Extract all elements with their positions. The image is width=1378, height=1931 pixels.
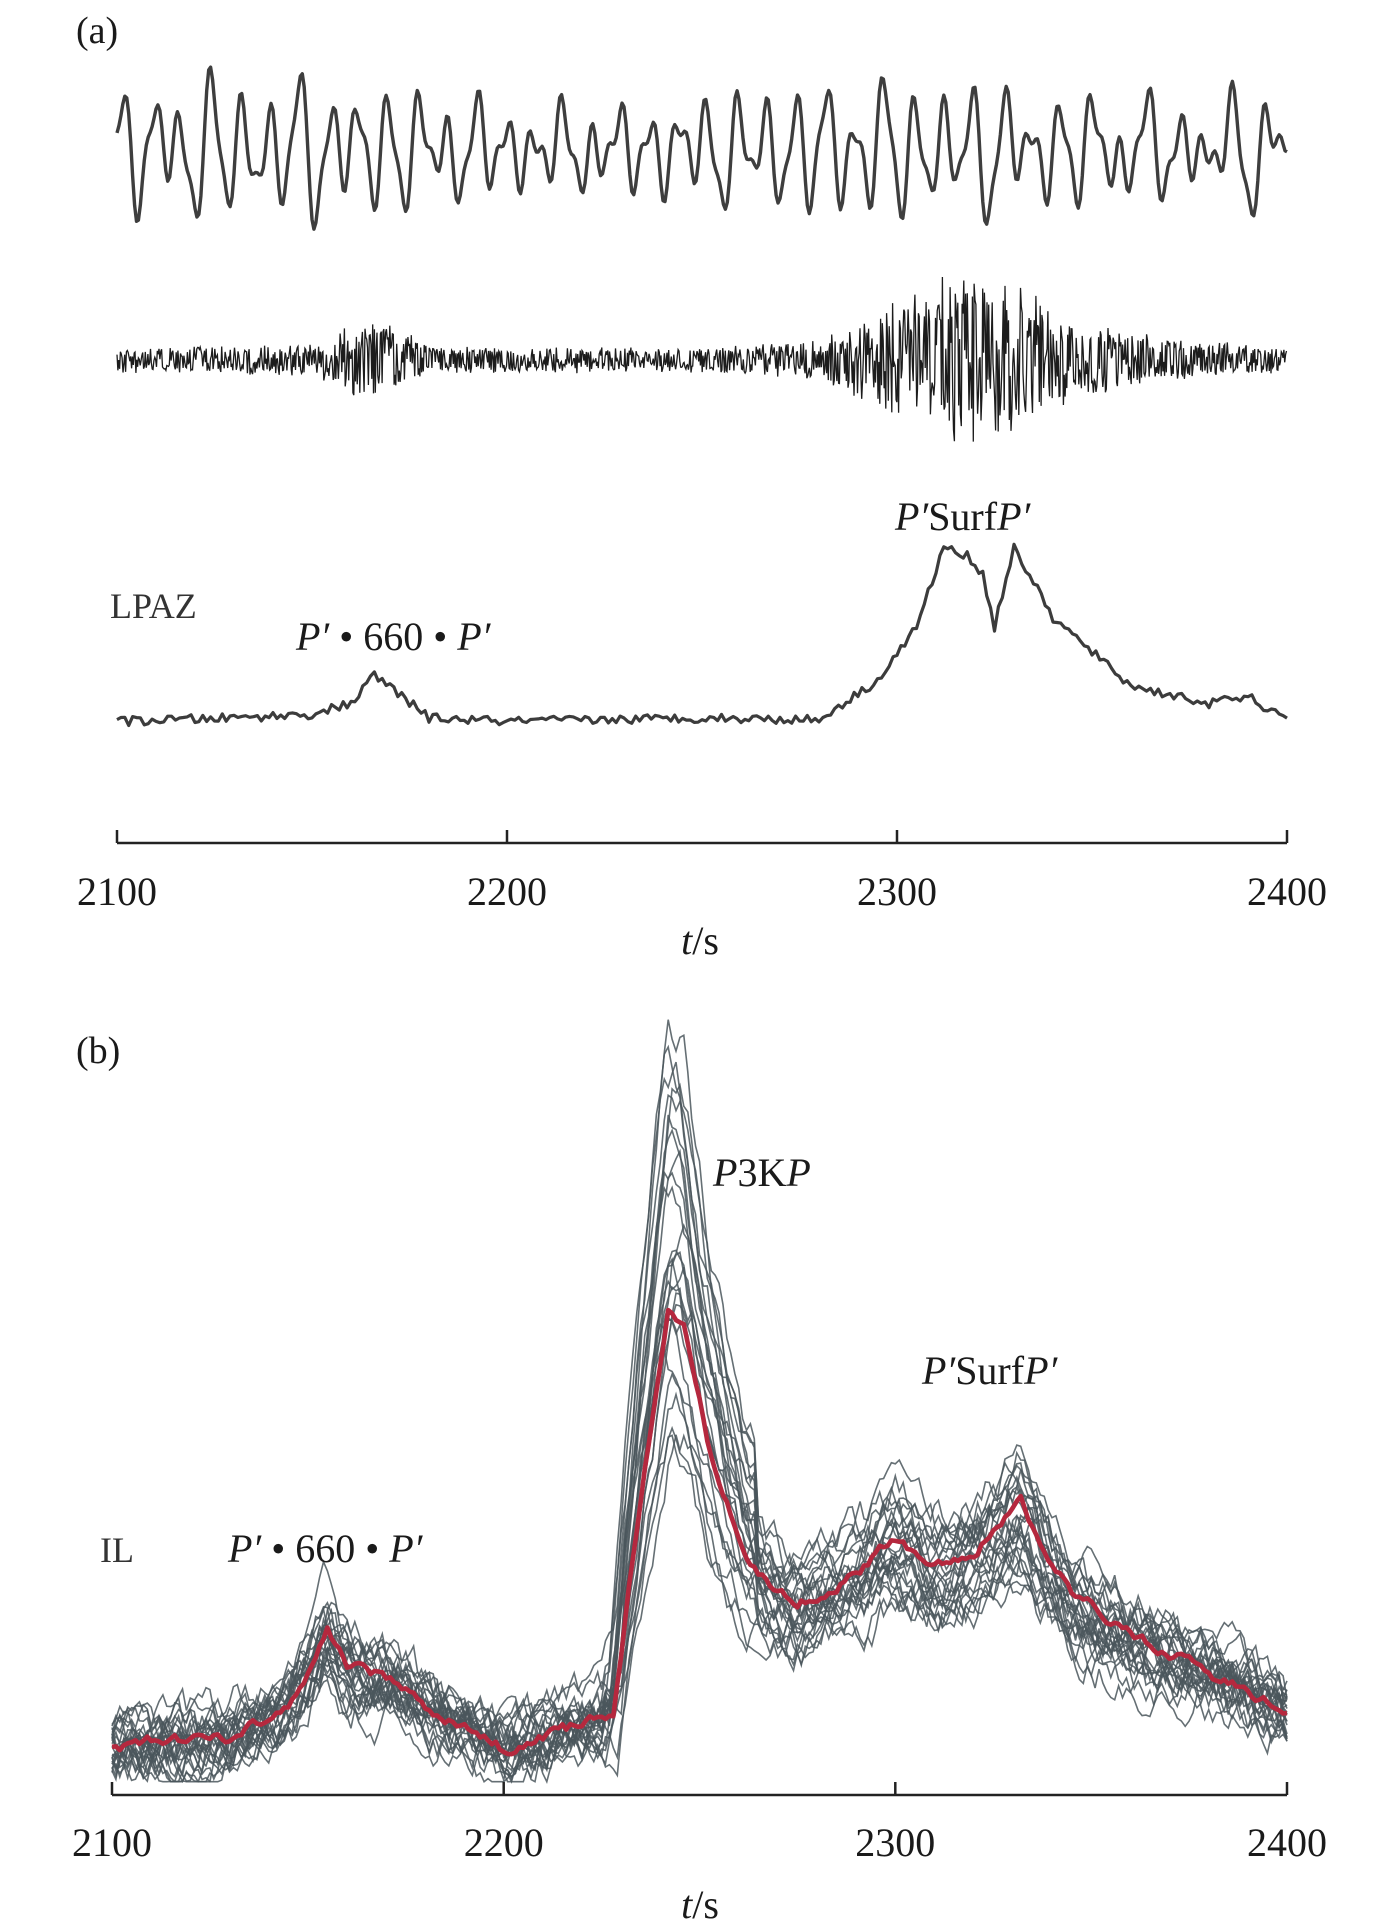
panel-a-station-label: LPAZ: [110, 586, 197, 626]
ann-part: •: [261, 1526, 295, 1571]
panel-b-tick-label: 2400: [1247, 1820, 1327, 1865]
x-label-var: t: [681, 918, 693, 963]
ann-part: P′: [295, 614, 330, 659]
panel-b-tick-label: 2100: [72, 1820, 152, 1865]
panel-a-tick-label: 2100: [77, 869, 157, 914]
panel-b-x-axis-label: t/s: [681, 1882, 719, 1927]
ann-part: P′: [921, 1348, 956, 1393]
ann-part: 660: [363, 614, 423, 659]
ann-part: P′: [388, 1526, 423, 1571]
panel-b-mean-trace: [111, 1307, 1288, 1757]
panel-b-tick-label: 2200: [464, 1820, 544, 1865]
panel-a-annotation-psurfp: P′SurfP′: [894, 494, 1032, 539]
panel-b-station-trace: [111, 1148, 1288, 1773]
ann-part: Surf: [955, 1348, 1025, 1393]
ann-part: P′: [227, 1526, 262, 1571]
ann-part: Surf: [928, 494, 998, 539]
ann-part: P′: [1023, 1348, 1058, 1393]
panel-b-station-trace: [111, 1257, 1288, 1780]
ann-part: P′: [894, 494, 929, 539]
panel-b-tick-label: 2300: [855, 1820, 935, 1865]
panel-a-tick-label: 2200: [467, 869, 547, 914]
ann-part: P: [785, 1150, 810, 1195]
ann-part: P′: [456, 614, 491, 659]
panel-b-station-trace: [111, 1266, 1288, 1766]
x-label-unit: /s: [692, 1882, 719, 1927]
panel-a-high-frequency-trace: [116, 276, 1288, 442]
panel-a-tick-label: 2300: [857, 869, 937, 914]
ann-part: •: [329, 614, 363, 659]
panel-b-annotation-p3kp: P3KP: [712, 1150, 811, 1195]
panel-b-station-label: IL: [100, 1530, 134, 1570]
panel-b-individual-traces: [111, 1019, 1288, 1784]
panel-b-station-trace: [111, 1061, 1288, 1776]
ann-part: 660: [295, 1526, 355, 1571]
panel-b-annotation-p660p: P′ • 660 • P′: [227, 1526, 424, 1571]
panel-a: (a) LPAZ P′ • 660 • P′ P′SurfP′ 2100 220…: [76, 10, 1327, 963]
panel-a-tick-label: 2400: [1247, 869, 1327, 914]
x-label-var: t: [681, 1882, 693, 1927]
ann-part: •: [355, 1526, 389, 1571]
panel-b-label: (b): [76, 1030, 120, 1072]
panel-a-envelope-trace: [116, 542, 1288, 728]
panel-a-annotation-p660p: P′ • 660 • P′: [295, 614, 492, 659]
panel-a-long-period-trace: [115, 65, 1288, 231]
panel-a-label: (a): [76, 10, 118, 52]
panel-b-annotation-psurfp: P′SurfP′: [921, 1348, 1059, 1393]
ann-part: 3K: [737, 1150, 786, 1195]
panel-b: (b) IL P′ • 660 • P′ P3KP P′SurfP′ 2100 …: [72, 1019, 1327, 1927]
x-label-unit: /s: [692, 918, 719, 963]
panel-b-station-trace: [111, 1425, 1288, 1783]
ann-part: •: [423, 614, 457, 659]
panel-b-station-trace: [111, 1251, 1288, 1782]
panel-b-station-trace: [111, 1319, 1288, 1783]
panel-b-station-trace: [111, 1082, 1288, 1772]
panel-a-x-axis-label: t/s: [681, 918, 719, 963]
ann-part: P′: [996, 494, 1031, 539]
ann-part: P: [712, 1150, 737, 1195]
